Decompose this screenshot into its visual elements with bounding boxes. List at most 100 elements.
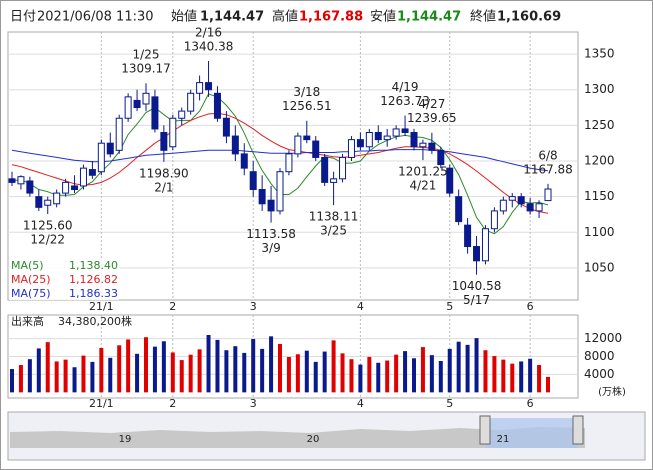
volume-bar	[251, 339, 256, 393]
y-tick-label: 12000	[584, 331, 622, 345]
volume-bar	[385, 360, 390, 393]
volume-bar	[81, 355, 86, 393]
candle-body	[303, 135, 311, 141]
x-tick-label: 6	[527, 397, 534, 410]
candle-body	[44, 199, 52, 206]
candle-body	[526, 203, 534, 212]
candle-body	[490, 210, 498, 230]
volume-bar	[349, 359, 354, 393]
candle-body	[374, 132, 382, 141]
volume-bar	[456, 341, 461, 393]
volume-bar	[269, 336, 274, 393]
annotation-value: 1340.38	[184, 39, 234, 53]
candle-body	[544, 188, 552, 202]
legend-bg	[9, 258, 119, 300]
annotation-value: 1125.60	[23, 219, 73, 233]
annotation-value: 1198.90	[139, 166, 189, 180]
annotation-date: 2/1	[154, 180, 173, 194]
candle-body	[446, 167, 454, 194]
x-tick-label: 4	[357, 397, 364, 410]
candle-body	[17, 176, 25, 185]
candle-body	[347, 139, 355, 158]
candle-body	[205, 82, 213, 91]
volume-bar	[233, 346, 238, 393]
volume-bar	[224, 350, 229, 393]
x-tick-label: 5	[446, 300, 453, 313]
volume-bar	[286, 356, 291, 393]
candle-body	[428, 142, 436, 151]
candle-body	[401, 128, 409, 134]
y-tick-label: 1350	[584, 47, 615, 61]
y-tick-label: 1050	[584, 260, 615, 274]
legend-value: 1,138.40	[69, 259, 118, 272]
volume-bar	[492, 356, 497, 393]
volume-bar	[27, 359, 32, 393]
navigator-area	[10, 427, 585, 448]
candle-body	[365, 132, 373, 148]
y-tick-label: 1150	[584, 189, 615, 203]
y-tick-label: 8000	[584, 349, 615, 363]
x-tick-label: 4	[357, 300, 364, 313]
candle-body	[508, 196, 516, 201]
volume-bar	[420, 347, 425, 393]
low-label: 安値	[370, 9, 396, 25]
header: 日付 2021/06/08 11:30 始値 1,144.47 高値 1,167…	[10, 9, 561, 25]
candle-body	[294, 135, 302, 155]
candle-body	[71, 185, 79, 191]
navigator-window[interactable]	[486, 418, 578, 448]
annotation-date: 4/27	[418, 97, 445, 111]
x-tick-label: 3	[250, 300, 257, 313]
volume-unit: (万株)	[598, 385, 626, 398]
volume-bar	[170, 352, 175, 393]
candle-body	[35, 196, 43, 208]
volume-bar	[242, 352, 247, 393]
candle-body	[419, 142, 427, 148]
candle-body	[473, 246, 481, 262]
y-tick-label: 1250	[584, 118, 615, 132]
high-label: 高値	[272, 9, 298, 25]
x-tick-label: 3	[250, 397, 257, 410]
volume-bar	[108, 357, 113, 393]
volume-bar	[340, 353, 345, 393]
volume-bar	[376, 362, 381, 393]
navigator-handle[interactable]	[479, 415, 491, 445]
navigator-handle[interactable]	[572, 415, 584, 445]
candle-body	[356, 139, 364, 148]
annotation-value: 1201.25	[398, 165, 448, 179]
volume-bar	[45, 342, 50, 393]
candle-body	[481, 228, 489, 262]
volume-bar	[501, 359, 506, 393]
candle-body	[124, 96, 132, 119]
candle-body	[383, 135, 391, 141]
volume-bar	[36, 348, 41, 393]
volume-bar	[313, 361, 318, 393]
legend-name: MA(75)	[11, 287, 51, 300]
volume-bar	[117, 345, 122, 393]
navigator-label: 21	[497, 434, 510, 445]
candle-body	[258, 189, 266, 205]
volume-bar	[278, 343, 282, 393]
navigator-label: 19	[119, 434, 132, 445]
volume-bar	[394, 354, 399, 393]
annotation-value: 1138.11	[309, 210, 359, 224]
candle-body	[106, 142, 114, 155]
x-tick-label: 21/1	[89, 300, 114, 313]
volume-bar	[161, 341, 166, 393]
volume-bar	[447, 348, 452, 393]
volume-last: 34,380,200株	[58, 314, 132, 328]
low: 1,144.47	[397, 10, 461, 25]
candle-body	[231, 135, 239, 155]
candle-body	[455, 196, 463, 223]
candle-body	[240, 153, 248, 169]
candle-body	[169, 117, 177, 148]
volume-bar	[295, 354, 300, 393]
candle-body	[535, 203, 543, 212]
volume-bar	[63, 359, 68, 393]
legend-name: MA(25)	[11, 273, 51, 286]
high: 1,167.88	[299, 10, 363, 25]
candle-body	[8, 178, 16, 183]
candle-body	[213, 92, 221, 119]
volume-bar	[135, 353, 140, 393]
candle-body	[285, 153, 293, 173]
